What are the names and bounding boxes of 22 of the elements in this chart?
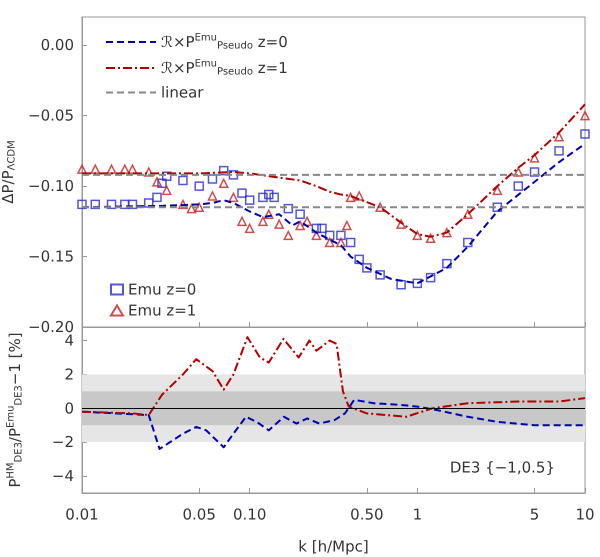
y-tick-label: −4	[52, 467, 74, 486]
y-tick-label: −0.15	[28, 248, 74, 266]
y-tick-label: 0	[64, 399, 74, 418]
x-tick-label: 0.50	[350, 506, 384, 524]
legend-label: Emu z=0	[128, 280, 196, 298]
y-axis-title: PHMDE3/PEmuDE3−1 [%]	[6, 332, 24, 488]
x-tick-label: 1	[412, 506, 422, 524]
annotation: DE3 {−1,0.5}	[450, 458, 556, 476]
y-tick-label: 0.00	[40, 36, 74, 54]
x-tick-label: 0.05	[182, 506, 216, 524]
x-tick-label: 0.01	[65, 506, 99, 524]
legend-label: linear	[161, 84, 204, 102]
y-tick-label: −2	[52, 433, 74, 452]
x-tick-label: 10	[575, 506, 595, 524]
legend-label: Emu z=1	[128, 302, 196, 320]
y-tick-label: 2	[64, 365, 74, 384]
y-tick-label: −0.05	[28, 106, 74, 125]
x-axis-title: k [h/Mpc]	[298, 538, 369, 556]
x-tick-label: 0.10	[232, 506, 266, 524]
y-axis-title: ΔP/PΛCDM	[0, 140, 18, 204]
y-tick-label: −0.10	[28, 177, 74, 196]
x-tick-label: 5	[530, 506, 540, 524]
